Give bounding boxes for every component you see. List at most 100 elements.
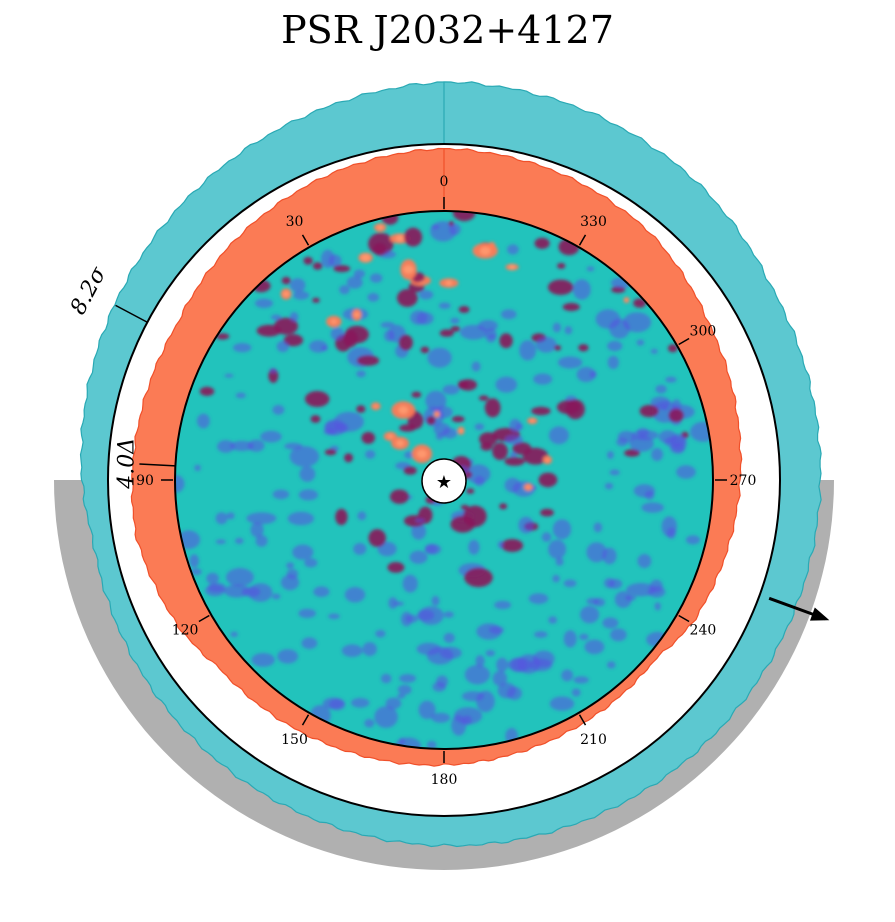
emission-blob bbox=[247, 439, 265, 452]
emission-blob bbox=[534, 631, 548, 638]
emission-blob bbox=[427, 347, 452, 368]
tick-mark bbox=[301, 714, 310, 726]
emission-blob bbox=[468, 539, 480, 555]
emission-blob bbox=[430, 221, 457, 242]
emission-peak bbox=[508, 264, 516, 270]
emission-blob bbox=[377, 541, 397, 557]
tick-label: 240 bbox=[690, 623, 717, 639]
emission-blob bbox=[375, 629, 386, 638]
emission-blob bbox=[289, 312, 299, 322]
emission-blob bbox=[396, 693, 406, 699]
emission-blob bbox=[197, 413, 210, 429]
emission-blob bbox=[540, 508, 554, 517]
emission-blob bbox=[476, 623, 502, 640]
emission-blob bbox=[538, 472, 558, 488]
tick-label: 120 bbox=[172, 623, 199, 639]
emission-blob bbox=[497, 682, 516, 699]
emission-blob bbox=[269, 368, 277, 374]
emission-blob bbox=[341, 644, 363, 657]
emission-blob bbox=[380, 321, 395, 329]
emission-blob bbox=[303, 256, 313, 265]
emission-blob bbox=[595, 309, 621, 329]
emission-blob bbox=[431, 595, 440, 606]
emission-blob bbox=[287, 511, 314, 526]
emission-blob bbox=[283, 334, 304, 347]
emission-blob bbox=[272, 404, 285, 415]
tick-mark bbox=[678, 337, 690, 346]
emission-blob bbox=[457, 380, 468, 390]
emission-blob bbox=[443, 611, 454, 618]
emission-peak bbox=[387, 434, 393, 439]
emission-blob bbox=[651, 448, 663, 461]
emission-blob bbox=[272, 489, 290, 500]
emission-blob bbox=[260, 430, 282, 443]
tick-mark bbox=[198, 614, 210, 623]
emission-blob bbox=[499, 333, 513, 349]
emission-blob bbox=[475, 655, 485, 667]
emission-blob bbox=[548, 426, 569, 445]
emission-blob bbox=[403, 466, 417, 475]
emission-blob bbox=[335, 508, 348, 526]
emission-blob bbox=[393, 601, 404, 606]
disk-border bbox=[174, 210, 714, 750]
emission-blob bbox=[548, 539, 567, 559]
emission-blob bbox=[494, 600, 511, 610]
emission-blob bbox=[633, 298, 646, 308]
emission-blob bbox=[353, 269, 365, 279]
emission-peak bbox=[624, 298, 629, 302]
emission-blob bbox=[426, 416, 436, 425]
emission-blob bbox=[439, 329, 454, 337]
emission-blob bbox=[380, 673, 392, 684]
emission-blob bbox=[424, 544, 438, 554]
emission-blob bbox=[609, 469, 620, 476]
emission-blob bbox=[357, 511, 367, 521]
emission-peak bbox=[395, 235, 404, 242]
emission-blob bbox=[607, 340, 623, 352]
emission-blob bbox=[518, 516, 534, 534]
emission-blob bbox=[207, 582, 226, 593]
emission-blob bbox=[235, 537, 244, 545]
emission-blob bbox=[616, 437, 628, 447]
emission-blob bbox=[624, 449, 640, 457]
emission-blob bbox=[593, 522, 603, 533]
emission-blob bbox=[409, 550, 428, 564]
emission-blob bbox=[557, 262, 566, 269]
emission-blob bbox=[509, 451, 517, 458]
emission-blob bbox=[299, 466, 316, 482]
emission-blob bbox=[496, 657, 508, 673]
emission-blob bbox=[676, 465, 696, 479]
emission-blob bbox=[573, 676, 589, 684]
tick-mark bbox=[578, 234, 587, 246]
emission-blob bbox=[367, 292, 380, 302]
emission-blob bbox=[387, 562, 405, 573]
emission-blob bbox=[561, 669, 574, 682]
emission-blob bbox=[625, 595, 637, 601]
emission-blob bbox=[410, 310, 428, 325]
emission-blob bbox=[549, 696, 575, 711]
emission-peak bbox=[374, 404, 378, 408]
emission-blob bbox=[552, 519, 572, 540]
emission-blob bbox=[226, 512, 235, 520]
emission-blob bbox=[626, 583, 656, 597]
tick-label: 330 bbox=[580, 214, 607, 230]
emission-blob bbox=[606, 661, 616, 669]
emission-blob bbox=[531, 406, 551, 416]
emission-peak bbox=[398, 406, 409, 415]
emission-blob bbox=[361, 431, 376, 444]
emission-blob bbox=[654, 602, 661, 611]
emission-blob bbox=[415, 518, 426, 523]
emission-blob bbox=[564, 326, 573, 335]
emission-blob bbox=[552, 574, 560, 583]
emission-blob bbox=[639, 404, 659, 418]
emission-peak bbox=[445, 280, 453, 286]
emission-blob bbox=[425, 390, 447, 411]
emission-blob bbox=[389, 489, 409, 504]
emission-blob bbox=[293, 290, 310, 300]
emission-blob bbox=[474, 423, 485, 431]
emission-blob bbox=[501, 539, 524, 552]
emission-blob bbox=[507, 244, 519, 255]
tick-mark bbox=[578, 714, 587, 726]
emission-blob bbox=[442, 384, 460, 395]
emission-peak bbox=[435, 412, 439, 416]
emission-blob bbox=[607, 451, 614, 459]
